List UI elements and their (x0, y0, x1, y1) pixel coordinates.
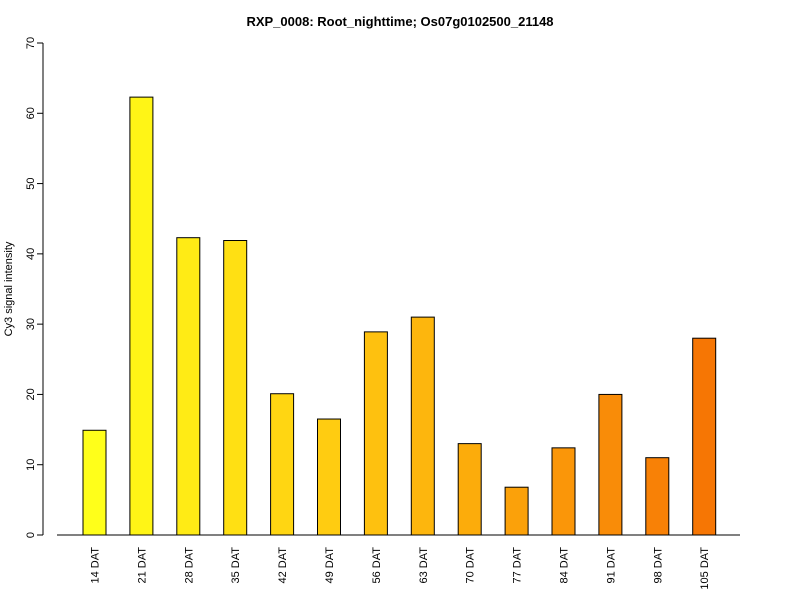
x-tick-label: 21 DAT (136, 547, 148, 584)
x-tick-label: 42 DAT (277, 547, 289, 584)
bar (317, 418, 341, 536)
y-axis: 0 10 20 30 40 50 60 70 (25, 37, 44, 538)
x-tick-label: 14 DAT (90, 547, 102, 584)
bar (692, 337, 717, 536)
y-axis-label: Cy3 signal intensity (3, 241, 15, 336)
bar (645, 457, 670, 536)
bar (504, 486, 529, 536)
chart-title: RXP_0008: Root_nighttime; Os07g0102500_2… (246, 14, 553, 29)
bar (363, 331, 388, 536)
bar (176, 237, 201, 536)
bar (410, 316, 435, 536)
y-tick-label: 60 (25, 107, 37, 119)
bar-series (57, 96, 740, 536)
x-tick-label: 105 DAT (699, 547, 711, 590)
bar (457, 443, 482, 536)
x-tick-label: 35 DAT (230, 547, 242, 584)
x-tick-label: 63 DAT (418, 547, 430, 584)
y-tick-label: 40 (25, 248, 37, 260)
bar (129, 96, 154, 536)
bar (223, 240, 248, 536)
y-tick-label: 0 (25, 532, 37, 538)
bar (551, 447, 576, 536)
y-tick-label: 50 (25, 177, 37, 189)
x-axis-tick-labels: 14 DAT 21 DAT 28 DAT 35 DAT 42 DAT 49 DAT 56 D… (90, 547, 712, 590)
y-tick-label: 10 (25, 459, 37, 471)
bar (270, 393, 295, 536)
bar (598, 393, 623, 536)
bar (82, 429, 107, 536)
x-tick-label: 70 DAT (465, 547, 477, 584)
x-tick-label: 84 DAT (559, 547, 571, 584)
x-tick-label: 77 DAT (512, 547, 524, 584)
x-tick-label: 28 DAT (183, 547, 195, 584)
y-tick-label: 70 (25, 37, 37, 49)
y-tick-label: 20 (25, 388, 37, 400)
x-tick-label: 49 DAT (324, 547, 336, 584)
x-tick-label: 91 DAT (605, 547, 617, 584)
x-tick-label: 56 DAT (371, 547, 383, 584)
x-tick-label: 98 DAT (652, 547, 664, 584)
y-tick-label: 30 (25, 318, 37, 330)
